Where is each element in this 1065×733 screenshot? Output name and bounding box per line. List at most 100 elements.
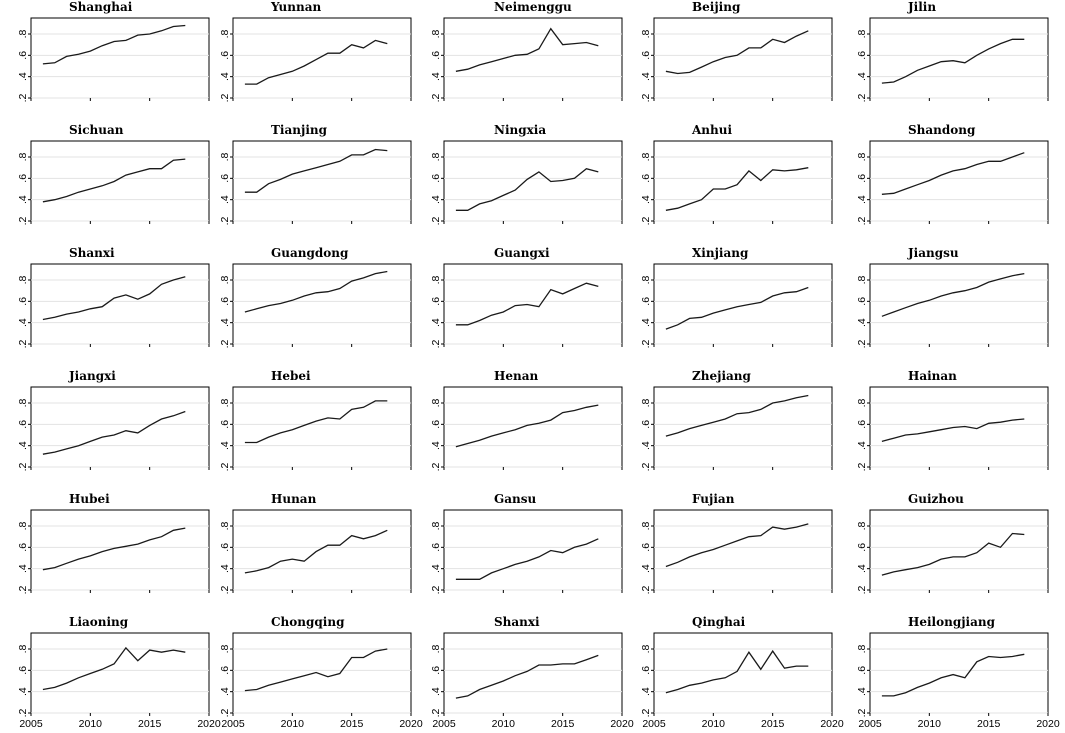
y-tick-label: .6 — [856, 51, 868, 60]
series-line — [881, 38, 1025, 84]
y-tick-label: .2 — [640, 339, 652, 348]
y-tick-label: .8 — [640, 521, 652, 530]
series-line — [665, 649, 809, 694]
x-tick-label: 2010 — [702, 718, 726, 730]
y-tick-label: .8 — [219, 644, 231, 653]
y-tick-label: .4 — [430, 687, 442, 696]
y-tick-label: .4 — [856, 195, 868, 204]
panel: .2 .4 .6 .8 Fujian — [640, 492, 833, 594]
y-tick-label: .4 — [17, 687, 29, 696]
y-tick-label: .6 — [430, 174, 442, 183]
panel: .2 .4 .6 .8 Guangdong — [219, 246, 412, 348]
y-tick-label: .2 — [17, 93, 29, 102]
y-tick-label: .4 — [640, 72, 652, 81]
y-tick-label: .4 — [17, 195, 29, 204]
y-tick-label: .8 — [219, 152, 231, 161]
series-line — [455, 654, 599, 699]
y-tick-label: .8 — [17, 29, 29, 38]
plot-frame — [232, 17, 412, 99]
series-line — [244, 529, 388, 574]
y-tick-label: .6 — [219, 174, 231, 183]
y-tick-label: .6 — [219, 420, 231, 429]
panel-title: Hubei — [69, 492, 110, 506]
plot-frame — [232, 509, 412, 591]
panel: .2 .4 .6 .8 Ningxia — [430, 123, 623, 225]
panel: .2 .4 .6 .8 Xinjiang — [640, 246, 833, 348]
x-tick-label: 2020 — [197, 718, 221, 730]
panel: .2 .4 .6 .8 Zhejiang — [640, 369, 833, 471]
y-tick-label: .2 — [856, 339, 868, 348]
panel: .2 .4 .6 .8 2005 2010 2015 2020 Qinghai — [640, 615, 844, 730]
panel-title: Sichuan — [69, 123, 124, 137]
y-tick-label: .4 — [430, 195, 442, 204]
plot-frame — [30, 509, 210, 591]
panel: .2 .4 .6 .8 Hunan — [219, 492, 412, 594]
panel: .2 .4 .6 .8 Gansu — [430, 492, 623, 594]
y-tick-label: .8 — [856, 398, 868, 407]
plot-frame — [443, 17, 623, 99]
x-tick-label: 2010 — [281, 718, 305, 730]
panel: .2 .4 .6 .8 Shanghai — [17, 0, 210, 102]
panel: .2 .4 .6 .8 Shanxi — [17, 246, 210, 348]
x-tick-label: 2015 — [977, 718, 1001, 730]
y-tick-label: .8 — [430, 644, 442, 653]
y-tick-label: .2 — [219, 93, 231, 102]
series-line — [455, 167, 599, 211]
y-tick-label: .2 — [17, 585, 29, 594]
plot-frame — [653, 509, 833, 591]
plot-frame — [232, 632, 412, 714]
series-line — [881, 653, 1025, 697]
series-line — [42, 410, 186, 455]
panel-title: Liaoning — [69, 615, 129, 629]
y-tick-label: .6 — [640, 420, 652, 429]
panel-title: Anhui — [691, 123, 732, 137]
y-tick-label: .4 — [430, 441, 442, 450]
panel-title: Jilin — [907, 0, 936, 14]
x-tick-label: 2020 — [610, 718, 634, 730]
panel-title: Chongqing — [271, 615, 345, 629]
y-tick-label: .2 — [17, 708, 29, 717]
y-tick-label: .2 — [856, 216, 868, 225]
panel-title: Shanxi — [69, 246, 115, 260]
panel: .2 .4 .6 .8 2005 2010 2015 2020 Heilongjiang — [856, 615, 1060, 730]
panel-title: Yunnan — [270, 0, 321, 14]
y-tick-label: .2 — [856, 93, 868, 102]
x-tick-label: 2020 — [399, 718, 423, 730]
plot-frame — [653, 140, 833, 222]
y-tick-label: .4 — [640, 195, 652, 204]
plot-frame — [30, 386, 210, 468]
plot-frame — [653, 17, 833, 99]
series-line — [244, 648, 388, 692]
y-tick-label: .6 — [17, 666, 29, 675]
panel: .2 .4 .6 .8 Hubei — [17, 492, 210, 594]
plot-frame — [30, 140, 210, 222]
panel-title: Shanxi — [494, 615, 540, 629]
panel: .2 .4 .6 .8 Guangxi — [430, 246, 623, 348]
x-tick-label: 2015 — [138, 718, 162, 730]
series-line — [42, 646, 186, 691]
series-line — [42, 24, 186, 65]
y-tick-label: .6 — [17, 543, 29, 552]
panel-title: Zhejiang — [692, 369, 752, 383]
y-tick-label: .2 — [640, 462, 652, 471]
y-tick-label: .8 — [640, 275, 652, 284]
panel: .2 .4 .6 .8 Yunnan — [219, 0, 412, 102]
y-tick-label: .6 — [640, 543, 652, 552]
panel-title: Henan — [494, 369, 538, 383]
panel-title: Jiangxi — [68, 369, 116, 383]
panel-title: Guangxi — [494, 246, 550, 260]
x-tick-label: 2010 — [918, 718, 942, 730]
y-tick-label: .2 — [430, 585, 442, 594]
y-tick-label: .4 — [856, 318, 868, 327]
y-tick-label: .4 — [219, 564, 231, 573]
y-tick-label: .6 — [219, 51, 231, 60]
panel-title: Guangdong — [271, 246, 349, 260]
y-tick-label: .2 — [219, 462, 231, 471]
panel: .2 .4 .6 .8 Henan — [430, 369, 623, 471]
y-tick-label: .2 — [856, 585, 868, 594]
x-tick-label: 2015 — [761, 718, 785, 730]
x-tick-label: 2005 — [221, 718, 245, 730]
panel: .2 .4 .6 .8 Tianjing — [219, 123, 412, 225]
series-line — [665, 30, 809, 75]
